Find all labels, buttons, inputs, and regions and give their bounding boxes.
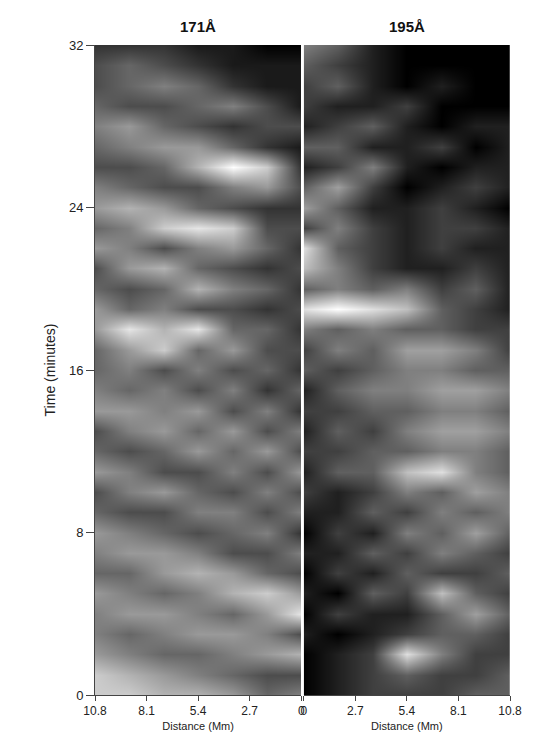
svg-text:5.4: 5.4 [190,704,207,718]
svg-text:10.8: 10.8 [498,704,522,718]
svg-text:16: 16 [69,363,83,378]
svg-text:195Å: 195Å [389,18,425,35]
svg-text:8: 8 [76,525,83,540]
svg-text:0: 0 [76,688,83,703]
svg-text:24: 24 [69,200,83,215]
svg-text:0: 0 [300,704,307,718]
svg-text:2.7: 2.7 [347,704,364,718]
svg-text:Time (minutes): Time (minutes) [42,324,58,417]
svg-text:0: 0 [298,704,305,718]
svg-text:Distance (Mm): Distance (Mm) [162,720,234,732]
svg-text:2.7: 2.7 [241,704,258,718]
svg-text:8.1: 8.1 [450,704,467,718]
svg-text:32: 32 [69,38,83,53]
svg-text:5.4: 5.4 [399,704,416,718]
svg-text:8.1: 8.1 [138,704,155,718]
svg-text:Distance (Mm): Distance (Mm) [371,720,443,732]
svg-text:10.8: 10.8 [83,704,107,718]
svg-text:171Å: 171Å [180,18,216,35]
